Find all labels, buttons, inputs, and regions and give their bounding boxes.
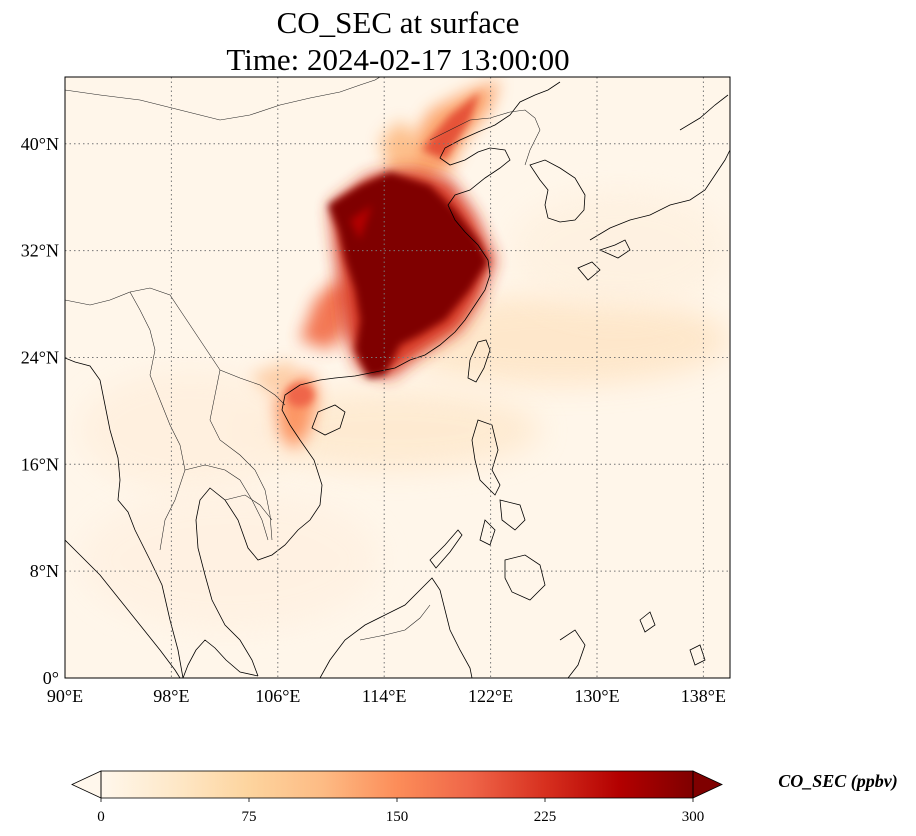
plume-sichuan [300,280,350,350]
colorbar-tick-label: 0 [97,809,105,825]
hotspot-hainan-coast [286,383,314,407]
plume-main-core [328,172,488,378]
colorbar-tick-label: 75 [242,809,257,825]
haze-south-china-sea [240,390,540,470]
colorbar-tick-label: 150 [386,809,409,825]
haze-southeast-asia [80,490,380,630]
coast-sulawesi [559,629,586,678]
colorbar-tick-label: 300 [682,809,705,825]
lat-tick-label: 8°N [30,561,59,581]
lat-tick-label: 32°N [21,241,59,261]
colorbar-gradient [101,771,693,798]
colorbar-title: CO_SEC (ppbv) [778,771,898,792]
title-line-1: CO_SEC at surface [277,5,520,40]
map-frame [64,76,731,679]
plume-north-light [380,120,420,180]
colorbar: 0 75 150 225 300 CO_SEC (ppbv) [71,770,898,825]
coast-islands-east [639,611,706,666]
lon-tick-label: 138°E [681,686,726,706]
coast-sumatra [65,539,181,678]
coast-palawan [429,529,463,569]
map-panel [65,77,730,678]
lon-tick-label: 98°E [153,686,189,706]
coast-mindanao [504,554,546,601]
coast-hainan [311,404,346,436]
lon-tick-label: 130°E [574,686,619,706]
lon-tick-label: 90°E [47,686,83,706]
plume-northeast-core [420,92,480,160]
coast-borneo [319,577,473,678]
co-sec-field [80,80,730,630]
haze-east-china-sea [390,295,730,385]
colorbar-ticks: 0 75 150 225 300 [97,798,704,825]
coast-korea [529,159,586,223]
border-myanmar [129,291,186,551]
lon-tick-label: 122°E [468,686,513,706]
border-laos-vietnam [209,369,286,541]
colorbar-tick-label: 225 [534,809,557,825]
border-mongolia-korea [429,109,541,166]
colorbar-extend-max [692,770,723,799]
border-borneo [359,604,431,641]
country-borders [65,77,541,641]
coast-visayas [479,499,526,546]
lat-tick-label: 24°N [21,347,59,367]
lat-tick-label: 16°N [21,454,59,474]
colorbar-extend-min [71,770,102,799]
coast-japan [577,94,730,281]
lat-tick-label: 40°N [21,134,59,154]
lon-tick-label: 114°E [362,686,407,706]
coast-luzon [471,419,501,496]
plume-tonkin-light [250,360,300,395]
title-line-2: Time: 2024-02-17 13:00:00 [226,42,569,77]
border-himalaya [65,287,221,371]
lon-tick-label: 106°E [255,686,300,706]
lon-tick-labels: 90°E 98°E 106°E 114°E 122°E 130°E 138°E [47,686,726,706]
plume-core-fringe [350,205,372,240]
border-thailand [184,464,269,541]
lat-tick-label: 0° [43,668,59,688]
haze-pacific [510,190,730,310]
coastlines [65,81,730,678]
lat-tick-labels: 0° 8°N 16°N 24°N 32°N 40°N [21,134,59,688]
coast-taiwan [467,339,491,383]
border-north [65,77,381,121]
border-cambodia [224,494,273,521]
gridlines [65,77,730,678]
